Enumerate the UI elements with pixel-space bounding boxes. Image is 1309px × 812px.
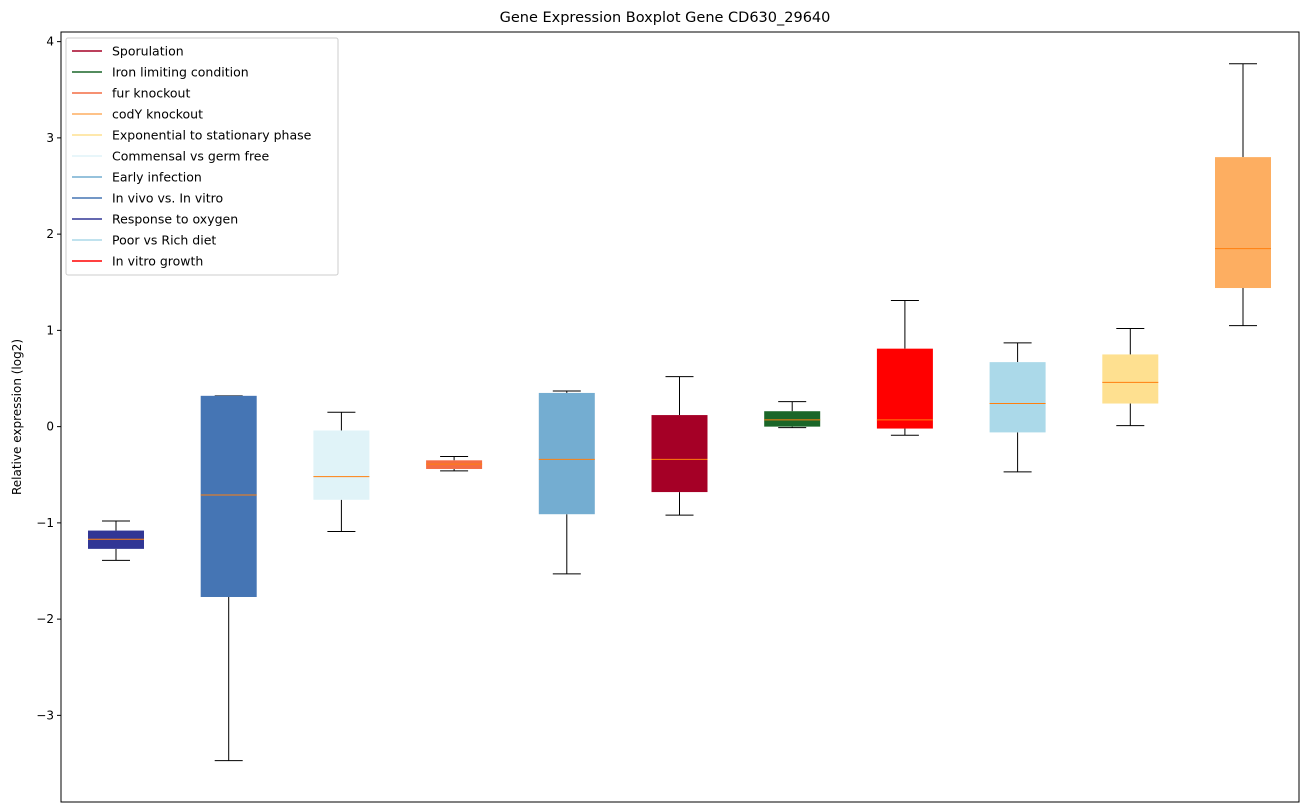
legend-label: Sporulation	[112, 44, 184, 59]
box-body	[200, 395, 257, 597]
y-tick-label: 4	[46, 35, 54, 49]
legend-item: Early infection	[72, 170, 202, 185]
boxes	[88, 63, 1271, 762]
legend-item: Iron limiting condition	[72, 65, 249, 80]
legend-item: In vivo vs. In vitro	[72, 191, 223, 206]
plot-frame	[60, 31, 1300, 803]
legend-label: codY knockout	[112, 107, 203, 122]
legend-item: Poor vs Rich diet	[72, 233, 216, 248]
y-axis-label: Relative expression (log2)	[10, 339, 24, 495]
box-in-vivo-vs-in-vitro	[200, 395, 257, 762]
box-body	[651, 415, 708, 493]
y-axis-ticks: −3 −2 −1 0 1 2 3 4	[36, 35, 61, 722]
y-tick-label: −1	[36, 516, 54, 530]
box-body	[1102, 354, 1159, 404]
box-body	[989, 362, 1046, 433]
box-response-to-oxygen	[88, 520, 144, 561]
y-tick-label: 1	[46, 323, 54, 337]
box-body	[538, 392, 595, 515]
legend-label: Poor vs Rich diet	[112, 233, 216, 248]
y-tick-label: 3	[46, 131, 54, 145]
legend-label: In vitro growth	[112, 254, 203, 269]
y-tick-label: 2	[46, 227, 54, 241]
box-body	[1215, 157, 1271, 289]
box-body	[313, 430, 370, 500]
y-tick-label: −3	[36, 708, 54, 722]
box-cody-knockout	[1215, 63, 1271, 327]
y-tick-label: −2	[36, 612, 54, 626]
legend-label: In vivo vs. In vitro	[112, 191, 223, 206]
legend-label: Iron limiting condition	[112, 65, 249, 80]
legend-item: Sporulation	[72, 44, 184, 59]
legend-label: Response to oxygen	[112, 212, 238, 227]
legend-item: Commensal vs germ free	[72, 149, 269, 164]
legend-label: Commensal vs germ free	[112, 149, 269, 164]
box-exponential-to-stationary-phase	[1102, 327, 1159, 427]
legend-frame	[65, 37, 339, 276]
box-early-infection	[538, 390, 595, 575]
legend-item: codY knockout	[72, 107, 203, 122]
legend: Sporulation Iron limiting condition fur kn…	[65, 37, 339, 276]
legend-item: fur knockout	[72, 86, 190, 101]
legend-item: Exponential to stationary phase	[72, 128, 312, 143]
box-poor-vs-rich-diet	[989, 342, 1046, 473]
legend-item: Response to oxygen	[72, 212, 238, 227]
chart-title: Gene Expression Boxplot Gene CD630_29640	[500, 10, 831, 26]
box-body	[876, 348, 933, 429]
box-fur-knockout	[426, 455, 483, 472]
box-body	[764, 411, 821, 427]
box-commensal-vs-germ-free	[313, 411, 370, 533]
legend-label: Early infection	[112, 170, 202, 185]
legend-label: Exponential to stationary phase	[112, 128, 312, 143]
box-sporulation	[651, 376, 708, 516]
box-in-vitro-growth	[876, 300, 933, 436]
legend-label: fur knockout	[112, 86, 190, 101]
legend-item: In vitro growth	[72, 254, 203, 269]
box-iron-limiting-condition	[764, 401, 821, 429]
y-tick-label: 0	[46, 420, 54, 434]
